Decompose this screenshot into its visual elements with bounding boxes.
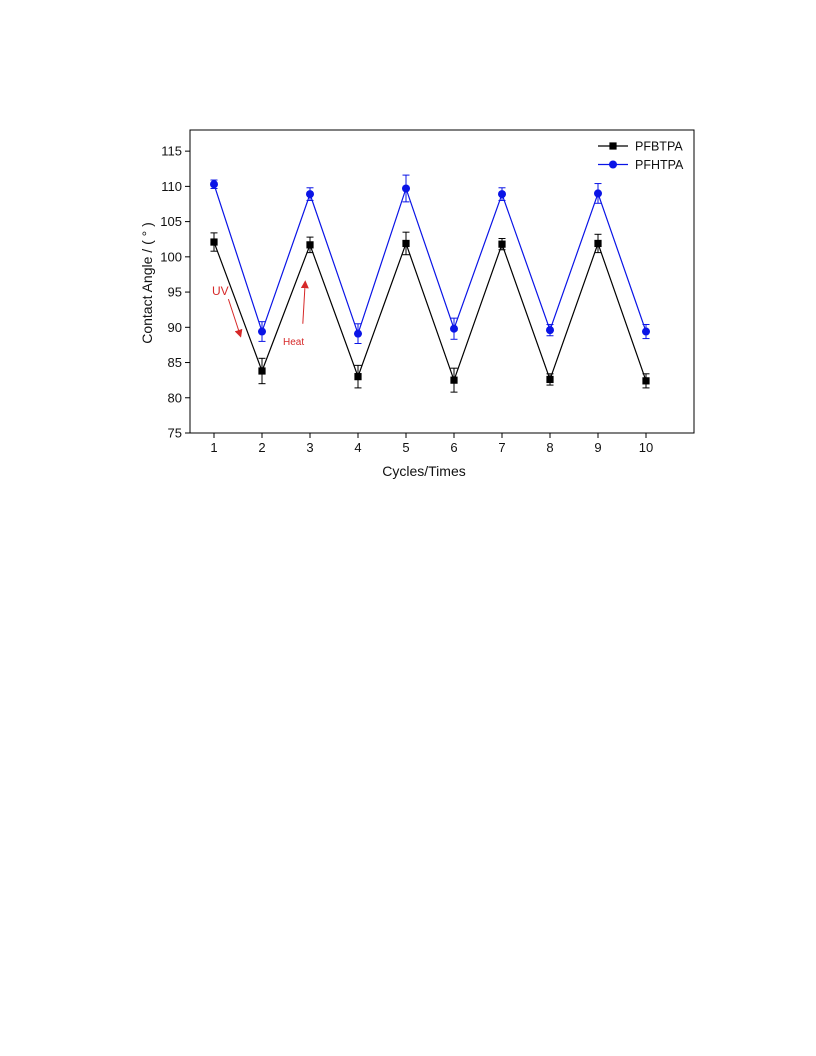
y-axis: 75 80 85 90 95 100 105 110 115 xyxy=(160,144,190,441)
series-pfbtpa xyxy=(210,231,650,393)
data-point-pfhtpa-5 xyxy=(402,184,410,193)
data-point-pfbtpa-8 xyxy=(546,375,554,384)
plot-frame-group xyxy=(189,129,695,434)
series-layer xyxy=(210,174,650,393)
annotation-label-uv: UV xyxy=(212,284,229,298)
data-point-pfhtpa-4 xyxy=(354,329,362,338)
y-tick-label-105: 105 xyxy=(160,214,182,229)
data-point-pfbtpa-10 xyxy=(642,377,650,385)
data-point-pfbtpa-5 xyxy=(402,239,410,248)
series-line-pfbtpa xyxy=(213,241,647,382)
data-point-pfhtpa-6 xyxy=(450,324,458,333)
x-tick-label-1: 1 xyxy=(210,440,217,455)
x-tick-label-7: 7 xyxy=(498,440,505,455)
x-tick-label-6: 6 xyxy=(450,440,457,455)
data-point-pfhtpa-8 xyxy=(546,326,554,335)
data-point-pfbtpa-3 xyxy=(306,241,314,249)
y-tick-label-80: 80 xyxy=(168,390,182,405)
x-tick-label-5: 5 xyxy=(402,440,409,455)
x-tick-label-9: 9 xyxy=(594,440,601,455)
series-pfhtpa xyxy=(210,174,650,345)
data-point-pfhtpa-3 xyxy=(306,190,314,199)
y-tick-label-100: 100 xyxy=(160,249,182,264)
data-point-pfhtpa-1 xyxy=(210,180,218,189)
y-tick-label-90: 90 xyxy=(168,320,182,335)
legend-marker-pfhtpa xyxy=(609,160,617,169)
annotation-label-heat: Heat xyxy=(283,337,304,348)
annotation-arrow-uv xyxy=(227,298,243,338)
data-point-pfhtpa-9 xyxy=(594,189,602,198)
data-point-pfbtpa-6 xyxy=(450,376,458,384)
series-line-pfhtpa xyxy=(213,184,647,336)
annotation-layer: UV Heat xyxy=(212,280,309,348)
data-point-pfbtpa-2 xyxy=(258,367,266,375)
x-axis-title: Cycles/Times xyxy=(382,463,466,479)
x-axis: 1 2 3 4 5 6 7 8 9 10 xyxy=(210,433,653,455)
legend-marker-pfbtpa xyxy=(609,142,617,150)
annotation-arrow-heat xyxy=(300,280,309,324)
y-tick-label-110: 110 xyxy=(161,179,182,194)
y-tick-label-95: 95 xyxy=(168,285,182,300)
x-tick-label-10: 10 xyxy=(639,440,653,455)
x-tick-label-2: 2 xyxy=(258,440,265,455)
data-point-pfbtpa-1 xyxy=(210,238,218,246)
legend-label-pfhtpa: PFHTPA xyxy=(635,158,684,172)
data-point-pfhtpa-7 xyxy=(498,190,506,199)
legend: PFBTPA PFHTPA xyxy=(598,140,684,172)
legend-label-pfbtpa: PFBTPA xyxy=(635,140,683,154)
x-tick-label-8: 8 xyxy=(546,440,553,455)
data-point-pfbtpa-7 xyxy=(498,240,506,248)
y-axis-title: Contact Angle / ( ° ) xyxy=(139,222,155,344)
data-point-pfhtpa-10 xyxy=(642,327,650,336)
y-tick-label-75: 75 xyxy=(168,426,182,441)
x-tick-label-3: 3 xyxy=(306,440,313,455)
y-tick-label-115: 115 xyxy=(161,144,182,159)
data-point-pfbtpa-9 xyxy=(594,239,602,248)
plot-frame xyxy=(189,129,695,434)
x-tick-label-4: 4 xyxy=(354,440,361,455)
data-point-pfbtpa-4 xyxy=(354,373,362,381)
y-tick-label-85: 85 xyxy=(168,355,182,370)
data-point-pfhtpa-2 xyxy=(258,327,266,336)
